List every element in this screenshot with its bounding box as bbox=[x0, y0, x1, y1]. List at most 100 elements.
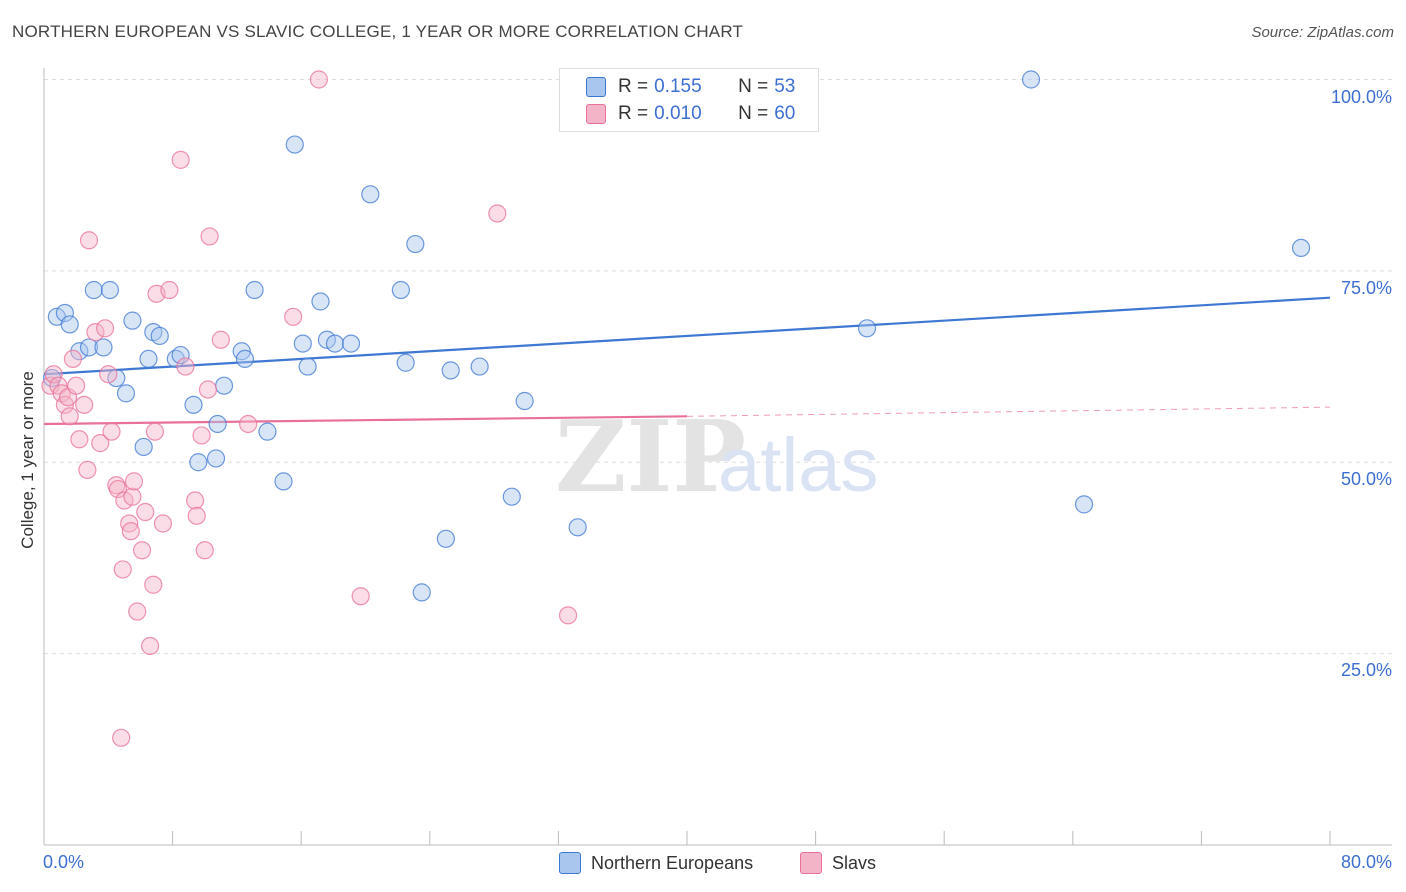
data-point-slavs bbox=[351, 587, 370, 606]
legend-row-slavs: R = 0.010 N = 60 bbox=[586, 101, 795, 127]
x-tick-min: 0.0% bbox=[43, 852, 85, 872]
data-point-northern-europeans bbox=[208, 414, 227, 434]
data-points bbox=[41, 70, 1311, 747]
data-point-northern-europeans bbox=[406, 234, 425, 254]
trendlines bbox=[43, 296, 1331, 426]
data-point-slavs bbox=[160, 280, 179, 300]
data-point-northern-europeans bbox=[245, 280, 264, 300]
data-point-northern-europeans bbox=[55, 303, 74, 323]
source-label: Source: ZipAtlas.com bbox=[1251, 24, 1394, 41]
data-point-slavs bbox=[91, 434, 110, 453]
data-point-northern-europeans bbox=[298, 357, 317, 376]
trendline-northern-europeans bbox=[43, 296, 1331, 376]
data-point-northern-europeans bbox=[1021, 70, 1041, 89]
data-point-northern-europeans bbox=[325, 334, 345, 353]
data-point-slavs bbox=[132, 541, 152, 560]
data-point-slavs bbox=[192, 426, 211, 445]
data-point-slavs bbox=[44, 365, 63, 384]
legend-r-label: R = bbox=[618, 103, 649, 124]
data-point-northern-europeans bbox=[60, 315, 79, 334]
data-point-northern-europeans bbox=[515, 391, 534, 411]
trendline-slavs bbox=[43, 415, 688, 426]
data-point-slavs bbox=[123, 487, 142, 506]
data-point-slavs bbox=[200, 227, 219, 246]
data-point-northern-europeans bbox=[134, 437, 153, 457]
data-point-northern-europeans bbox=[258, 422, 277, 441]
bottom-legend-swatch-blue bbox=[559, 852, 581, 874]
data-point-slavs bbox=[102, 422, 121, 441]
data-point-slavs bbox=[176, 357, 195, 376]
watermark-zip: ZIP bbox=[555, 400, 746, 515]
legend-n-label: N = bbox=[738, 103, 769, 124]
data-point-northern-europeans bbox=[189, 453, 208, 472]
data-point-slavs bbox=[108, 479, 128, 499]
axes bbox=[43, 68, 1392, 846]
data-point-slavs bbox=[140, 636, 160, 656]
data-point-slavs bbox=[136, 502, 155, 522]
legend-swatch-blue bbox=[586, 77, 606, 97]
data-point-northern-europeans bbox=[94, 338, 113, 357]
data-point-northern-europeans bbox=[171, 345, 190, 365]
bottom-legend-swatch-pink bbox=[800, 852, 822, 874]
data-point-slavs bbox=[86, 323, 105, 342]
y-axis-label: College, 1 year or more bbox=[18, 371, 37, 549]
data-point-slavs bbox=[75, 395, 94, 414]
data-point-northern-europeans bbox=[412, 583, 431, 602]
data-point-northern-europeans bbox=[1074, 495, 1094, 514]
data-point-slavs bbox=[309, 70, 328, 89]
data-point-northern-europeans bbox=[1291, 238, 1311, 258]
data-point-slavs bbox=[124, 472, 144, 491]
data-point-slavs bbox=[186, 491, 205, 510]
bottom-legend-label: Slavs bbox=[832, 852, 877, 873]
data-point-northern-europeans bbox=[341, 334, 361, 353]
data-point-northern-europeans bbox=[116, 384, 136, 403]
data-point-slavs bbox=[95, 319, 115, 338]
legend-r-value: 0.010 bbox=[654, 103, 702, 124]
legend: R = 0.155 N = 53 R = 0.010 N = 60 bbox=[559, 68, 819, 132]
data-point-slavs bbox=[113, 560, 132, 579]
data-point-slavs bbox=[284, 307, 303, 326]
data-point-northern-europeans bbox=[79, 338, 99, 357]
data-point-northern-europeans bbox=[391, 280, 410, 300]
data-point-northern-europeans bbox=[150, 326, 169, 346]
legend-n-value: 53 bbox=[774, 76, 796, 97]
data-point-slavs bbox=[79, 231, 99, 250]
legend-row-northern-europeans: R = 0.155 N = 53 bbox=[586, 74, 795, 100]
data-point-northern-europeans bbox=[396, 353, 415, 372]
data-point-slavs bbox=[195, 541, 214, 560]
data-point-slavs bbox=[198, 380, 218, 399]
trendline-slavs bbox=[686, 406, 1331, 417]
data-point-slavs bbox=[187, 506, 206, 525]
data-point-slavs bbox=[78, 460, 97, 480]
data-point-slavs bbox=[558, 606, 578, 625]
data-point-northern-europeans bbox=[361, 185, 380, 204]
data-point-northern-europeans bbox=[184, 395, 203, 414]
chart-title: NORTHERN EUROPEAN VS SLAVIC COLLEGE, 1 Y… bbox=[12, 22, 744, 41]
legend-swatch-pink bbox=[586, 104, 606, 124]
data-point-slavs bbox=[120, 514, 139, 533]
y-tick-75: 75.0% bbox=[1340, 278, 1392, 298]
y-tick-25: 25.0% bbox=[1340, 660, 1392, 680]
data-point-northern-europeans bbox=[235, 349, 255, 369]
data-point-northern-europeans bbox=[206, 449, 226, 468]
legend-n-label: N = bbox=[738, 76, 769, 97]
watermark-atlas: atlas bbox=[718, 423, 879, 508]
data-point-northern-europeans bbox=[214, 376, 234, 395]
data-point-northern-europeans bbox=[123, 311, 142, 330]
legend-r-label: R = bbox=[618, 76, 649, 97]
bottom-legend-northern-europeans: Northern Europeans bbox=[559, 852, 753, 874]
data-point-northern-europeans bbox=[441, 361, 460, 380]
x-tick-max: 80.0% bbox=[1340, 852, 1392, 872]
data-point-slavs bbox=[488, 204, 507, 223]
data-point-northern-europeans bbox=[139, 349, 158, 369]
bottom-legend-label: Northern Europeans bbox=[591, 852, 754, 873]
data-point-northern-europeans bbox=[857, 319, 877, 338]
data-point-slavs bbox=[63, 349, 83, 369]
y-tick-50: 50.0% bbox=[1340, 469, 1392, 489]
legend-n-value: 60 bbox=[774, 103, 796, 124]
y-tick-100: 100.0% bbox=[1330, 87, 1392, 107]
data-point-northern-europeans bbox=[436, 529, 455, 548]
data-point-northern-europeans bbox=[84, 280, 103, 300]
data-point-northern-europeans bbox=[274, 472, 293, 491]
